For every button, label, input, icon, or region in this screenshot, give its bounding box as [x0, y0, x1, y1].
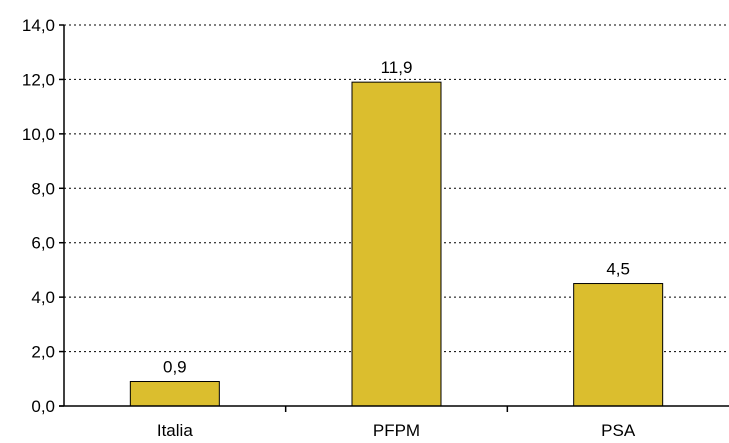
- data-label-psa: 4,5: [606, 260, 630, 279]
- x-category-label-psa: PSA: [601, 421, 636, 440]
- data-labels: 0,9 11,9 4,5: [163, 58, 630, 376]
- x-category-label-italia: Italia: [157, 421, 193, 440]
- x-category-label-pfpm: PFPM: [373, 421, 420, 440]
- y-tick-label-10: 10,0: [22, 125, 55, 144]
- gridlines: [64, 24, 728, 353]
- y-tick-label-12: 12,0: [22, 70, 55, 89]
- y-tick-label-0: 0,0: [31, 397, 55, 416]
- bar-pfpm: [351, 81, 442, 407]
- axes: [59, 24, 729, 412]
- y-tick-label-8: 8,0: [31, 179, 55, 198]
- y-tick-label-4: 4,0: [31, 288, 55, 307]
- x-category-labels: Italia PFPM PSA: [157, 421, 636, 440]
- data-label-pfpm: 11,9: [381, 58, 413, 77]
- bar-psa: [573, 283, 664, 407]
- y-tick-label-14: 14,0: [22, 16, 55, 35]
- y-tick-labels: 0,0 2,0 4,0 6,0 8,0 10,0 12,0 14,0: [22, 16, 55, 416]
- bar-italia: [129, 381, 220, 407]
- bars: [129, 81, 664, 407]
- y-tick-label-6: 6,0: [31, 234, 55, 253]
- data-label-italia: 0,9: [163, 358, 187, 377]
- y-tick-label-2: 2,0: [31, 343, 55, 362]
